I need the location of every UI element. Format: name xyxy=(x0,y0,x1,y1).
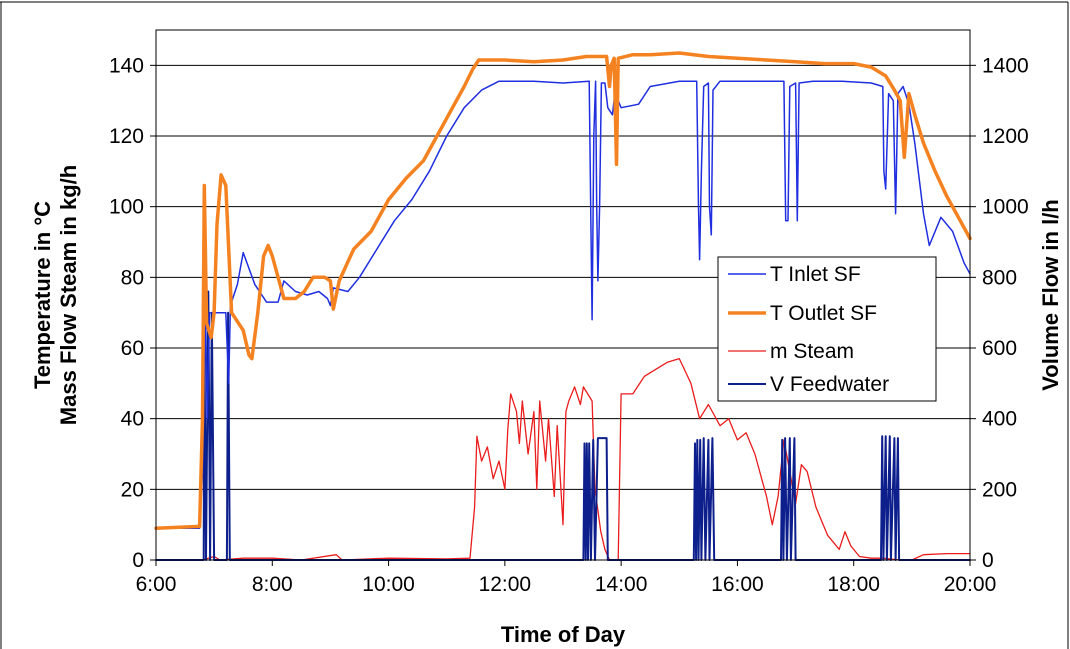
y-axis-left-title-line2: Mass Flow Steam in kg/h xyxy=(56,165,81,425)
y-left-tick-label: 40 xyxy=(121,408,144,431)
plot-area-border xyxy=(155,29,971,561)
legend-label-t-outlet-sf: T Outlet SF xyxy=(770,302,877,325)
y-left-tick-label: 140 xyxy=(109,54,144,77)
legend-box xyxy=(717,256,937,402)
series-line-m-steam xyxy=(155,357,971,561)
y-left-tick-label: 20 xyxy=(121,478,144,501)
x-tick-label: 18:00 xyxy=(827,573,880,596)
y-right-tick-label: 1000 xyxy=(982,196,1029,219)
x-tick-label: 10:00 xyxy=(362,573,415,596)
y-left-tick-label: 120 xyxy=(109,125,144,148)
y-axis-right-title: Volume Flow in l/h xyxy=(1038,199,1063,390)
axis-ticks: 0204060801001201400200400600800100012001… xyxy=(109,54,1029,596)
legend: T Inlet SF T Outlet SF m Steam V Feedwat… xyxy=(717,256,937,402)
legend-label-m-steam: m Steam xyxy=(770,340,854,363)
y-left-tick-label: 60 xyxy=(121,337,144,360)
legend-label-v-feedwater: V Feedwater xyxy=(770,373,889,396)
series-line-t-inlet-sf xyxy=(155,80,971,529)
y-left-tick-label: 80 xyxy=(121,266,144,289)
y-right-tick-label: 800 xyxy=(982,266,1017,289)
series-lines xyxy=(154,51,972,561)
x-tick-label: 6:00 xyxy=(136,573,177,596)
series-line-t-outlet-sf xyxy=(154,51,972,530)
y-right-tick-label: 1200 xyxy=(982,125,1029,148)
legend-label-t-inlet-sf: T Inlet SF xyxy=(770,263,861,286)
y-right-tick-label: 400 xyxy=(982,408,1017,431)
y-left-tick-label: 100 xyxy=(109,196,144,219)
x-tick-label: 12:00 xyxy=(479,573,532,596)
y-right-tick-label: 1400 xyxy=(982,54,1029,77)
x-tick-label: 8:00 xyxy=(252,573,293,596)
y-right-tick-label: 600 xyxy=(982,337,1017,360)
y-axis-left-title-line1: Temperature in °C xyxy=(30,201,55,389)
y-right-tick-label: 0 xyxy=(982,549,994,572)
x-axis-title: Time of Day xyxy=(501,622,626,647)
x-tick-label: 16:00 xyxy=(711,573,764,596)
y-left-tick-label: 0 xyxy=(132,549,144,572)
x-tick-label: 14:00 xyxy=(595,573,648,596)
series-line-v-feedwater xyxy=(155,290,971,561)
x-tick-label: 20:00 xyxy=(944,573,997,596)
y-right-tick-label: 200 xyxy=(982,478,1017,501)
